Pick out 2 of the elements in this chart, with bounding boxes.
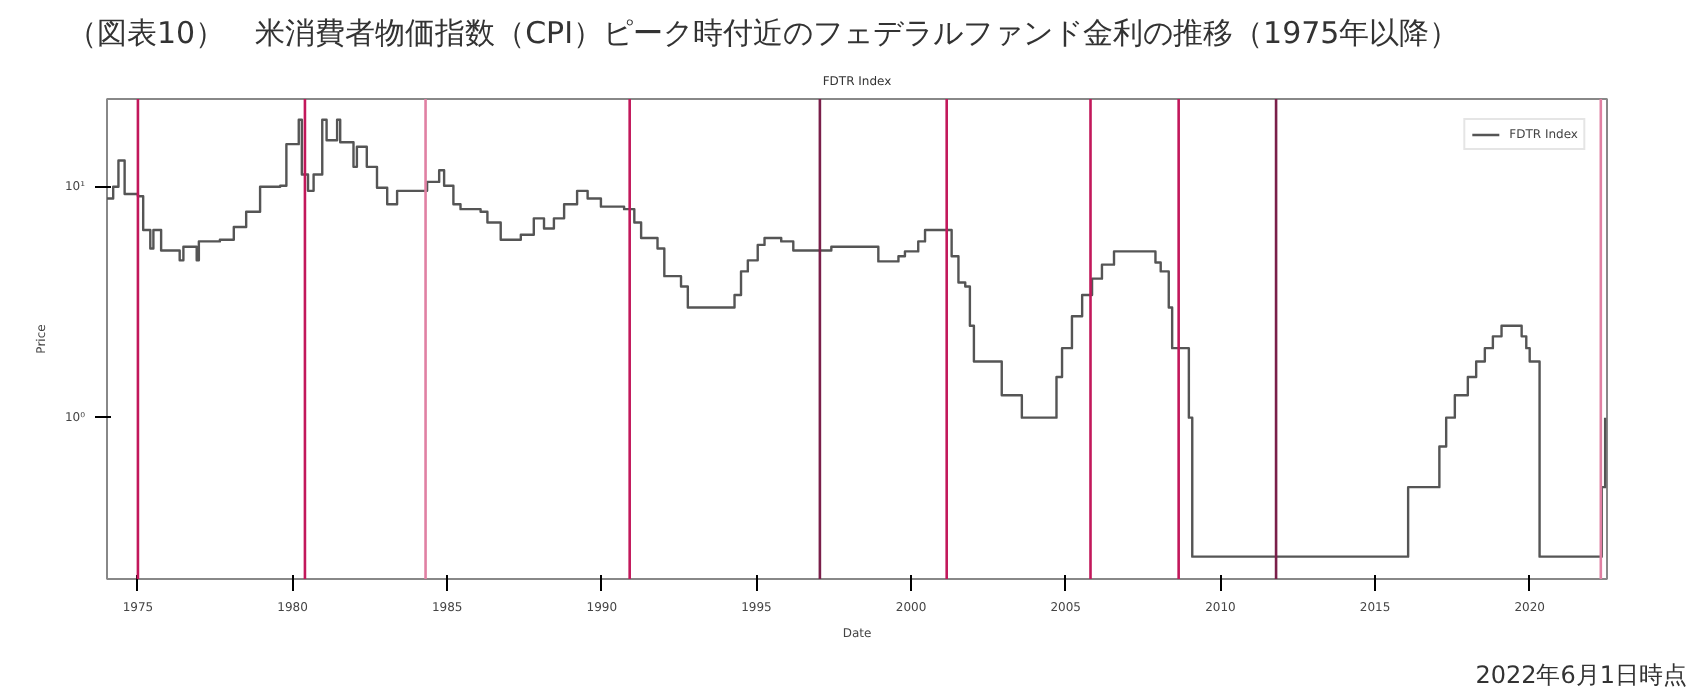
text: 2022年6月1日時点 xyxy=(1475,661,1686,689)
chart-title: （図表10） 米消費者物価指数（CPI）ピーク時付近のフェデラルファンド金利の推移（1975年以降） xyxy=(67,15,1460,51)
